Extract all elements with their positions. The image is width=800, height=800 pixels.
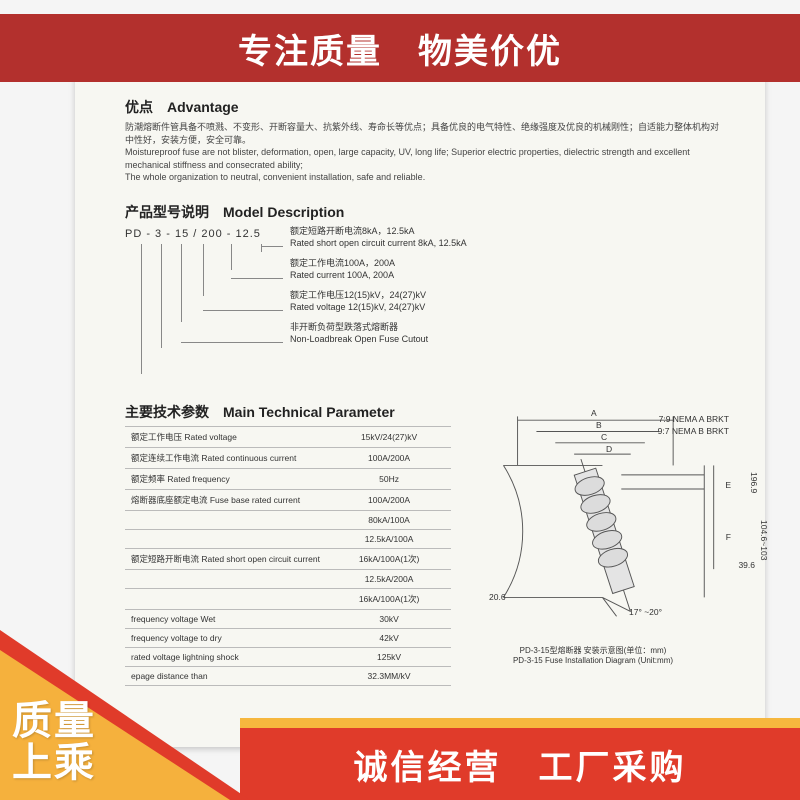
advantage-section: 优点 Advantage 防潮熔断件管具备不喷溅、不变形、开断容量大、抗紫外线、… <box>125 97 725 184</box>
dim-D: D <box>606 444 612 454</box>
badge-line1: 质量 <box>12 699 96 743</box>
quality-badge: 质量 上乘 <box>0 620 250 800</box>
caption-cn: PD-3-15型熔断器 安装示意图(单位：mm) <box>520 646 667 655</box>
model-desc-en: Rated current 100A, 200A <box>290 270 395 282</box>
param-value: 12.5kA/100A <box>327 529 451 548</box>
param-value: 125kV <box>327 647 451 666</box>
model-hline <box>203 310 283 311</box>
param-value: 12.5kA/200A <box>327 569 451 588</box>
param-value: 80kA/100A <box>327 510 451 529</box>
top-banner-text: 专注质量 物美价优 <box>0 14 800 82</box>
table-row: 12.5kA/200A <box>125 569 451 588</box>
dim-F: F <box>726 532 731 542</box>
param-label <box>125 529 327 548</box>
param-value: 42kV <box>327 628 451 647</box>
dim-C: C <box>601 432 607 442</box>
param-label: 额定连续工作电流 Rated continuous current <box>125 447 327 468</box>
param-label <box>125 510 327 529</box>
model-desc-cn: 额定工作电压12(15)kV，24(27)kV <box>290 290 426 302</box>
model-hline <box>181 342 283 343</box>
param-label: 额定工作电压 Rated voltage <box>125 426 327 447</box>
table-row: 80kA/100A <box>125 510 451 529</box>
table-row: 熔断器底座额定电流 Fuse base rated current100A/20… <box>125 489 451 510</box>
badge-text: 质量 上乘 <box>12 700 96 784</box>
param-label <box>125 569 327 588</box>
installation-diagram: A B C D 7:9 NEMA A BRKT 9:7 NEMA B BRKT … <box>461 402 725 682</box>
param-value: 100A/200A <box>327 489 451 510</box>
model-title: 产品型号说明 Model Description <box>125 202 725 222</box>
model-desc-item: 额定工作电流100A，200ARated current 100A, 200A <box>290 258 395 281</box>
model-vline <box>203 244 204 296</box>
advantage-title: 优点 Advantage <box>125 97 725 117</box>
advantage-en2: The whole organization to neutral, conve… <box>125 172 425 182</box>
advantage-en1: Moistureproof fuse are not blister, defo… <box>125 147 690 170</box>
advantage-body: 防潮熔断件管具备不喷溅、不变形、开断容量大、抗紫外线、寿命长等优点；具备优良的电… <box>125 121 725 184</box>
bottom-accent-bar <box>240 718 800 728</box>
badge-line2: 上乘 <box>12 741 96 785</box>
nema-a: 7:9 NEMA A BRKT <box>659 414 729 424</box>
dim-196: 196.9 <box>749 472 759 493</box>
model-vline <box>161 244 162 348</box>
param-value: 50Hz <box>327 468 451 489</box>
nema-b: 9:7 NEMA B BRKT <box>658 426 729 436</box>
dim-E: E <box>725 480 731 490</box>
param-label: 额定频率 Rated frequency <box>125 468 327 489</box>
model-desc-cn: 额定工作电流100A，200A <box>290 258 395 270</box>
param-value: 16kA/100A(1次) <box>327 548 451 569</box>
param-value: 30kV <box>327 609 451 628</box>
model-desc-en: Rated voltage 12(15)kV, 24(27)kV <box>290 302 426 314</box>
model-vline <box>141 244 142 374</box>
param-value: 100A/200A <box>327 447 451 468</box>
table-row: 16kA/100A(1次) <box>125 588 451 609</box>
diagram-caption: PD-3-15型熔断器 安装示意图(单位：mm) PD-3-15 Fuse In… <box>461 646 725 667</box>
param-value: 16kA/100A(1次) <box>327 588 451 609</box>
table-row: 额定连续工作电流 Rated continuous current100A/20… <box>125 447 451 468</box>
model-desc-cn: 非开断负荷型跌落式熔断器 <box>290 322 428 334</box>
model-desc-en: Non-Loadbreak Open Fuse Cutout <box>290 334 428 346</box>
param-label: 熔断器底座额定电流 Fuse base rated current <box>125 489 327 510</box>
table-row: 额定工作电压 Rated voltage15kV/24(27)kV <box>125 426 451 447</box>
model-diagram: PD - 3 - 15 / 200 - 12.5 额定短路开断电流8kA，12.… <box>125 228 725 398</box>
model-bracket-lines <box>133 244 273 394</box>
top-banner: 专注质量 物美价优 <box>0 14 800 82</box>
model-description-section: 产品型号说明 Model Description PD - 3 - 15 / 2… <box>125 202 725 398</box>
model-hline <box>261 246 283 247</box>
model-desc-item: 额定工作电压12(15)kV，24(27)kVRated voltage 12(… <box>290 290 426 313</box>
dim-20: 20.6 <box>489 592 506 602</box>
parameter-title: 主要技术参数 Main Technical Parameter <box>125 402 451 422</box>
advantage-cn: 防潮熔断件管具备不喷溅、不变形、开断容量大、抗紫外线、寿命长等优点；具备优良的电… <box>125 122 719 145</box>
param-label <box>125 588 327 609</box>
bottom-banner: 诚信经营 工厂采购 <box>240 728 800 800</box>
dim-104: 104.6~103 <box>759 520 769 560</box>
table-row: 额定频率 Rated frequency50Hz <box>125 468 451 489</box>
model-vline <box>181 244 182 322</box>
diagram-svg <box>461 402 725 642</box>
model-hline <box>231 278 283 279</box>
param-value: 32.3MM/kV <box>327 666 451 685</box>
model-vline <box>231 244 232 270</box>
model-desc-en: Rated short open circuit current 8kA, 12… <box>290 238 467 250</box>
model-desc-item: 额定短路开断电流8kA，12.5kARated short open circu… <box>290 226 467 249</box>
caption-en: PD-3-15 Fuse Installation Diagram (Unit:… <box>513 656 673 665</box>
param-label: 额定短路开断电流 Rated short open circuit curren… <box>125 548 327 569</box>
dim-A: A <box>591 408 597 418</box>
dim-39: 39.6 <box>738 560 755 570</box>
dim-angle: 17° ~20° <box>629 607 662 617</box>
dim-B: B <box>596 420 602 430</box>
param-value: 15kV/24(27)kV <box>327 426 451 447</box>
table-row: 额定短路开断电流 Rated short open circuit curren… <box>125 548 451 569</box>
model-code: PD - 3 - 15 / 200 - 12.5 <box>125 228 261 240</box>
model-desc-cn: 额定短路开断电流8kA，12.5kA <box>290 226 467 238</box>
table-row: 12.5kA/100A <box>125 529 451 548</box>
model-desc-item: 非开断负荷型跌落式熔断器Non-Loadbreak Open Fuse Cuto… <box>290 322 428 345</box>
